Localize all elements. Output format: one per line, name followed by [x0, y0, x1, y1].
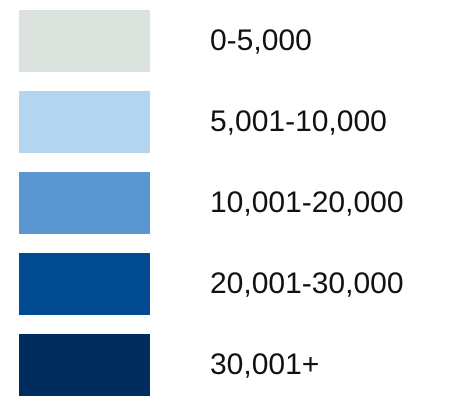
legend-label: 5,001-10,000: [210, 105, 387, 138]
legend-swatch: [19, 10, 150, 72]
legend-item-5001-10000: 5,001-10,000: [0, 91, 461, 153]
legend-label: 0-5,000: [210, 24, 312, 57]
legend-swatch: [19, 172, 150, 234]
legend-swatch: [19, 253, 150, 315]
legend-item-30001-plus: 30,001+: [0, 334, 461, 396]
legend-item-0-5000: 0-5,000: [0, 10, 461, 72]
legend-label: 10,001-20,000: [210, 186, 404, 219]
legend-label: 30,001+: [210, 348, 320, 381]
legend-item-10001-20000: 10,001-20,000: [0, 172, 461, 234]
legend-swatch: [19, 91, 150, 153]
legend-label: 20,001-30,000: [210, 267, 404, 300]
legend-swatch: [19, 334, 150, 396]
legend-item-20001-30000: 20,001-30,000: [0, 253, 461, 315]
